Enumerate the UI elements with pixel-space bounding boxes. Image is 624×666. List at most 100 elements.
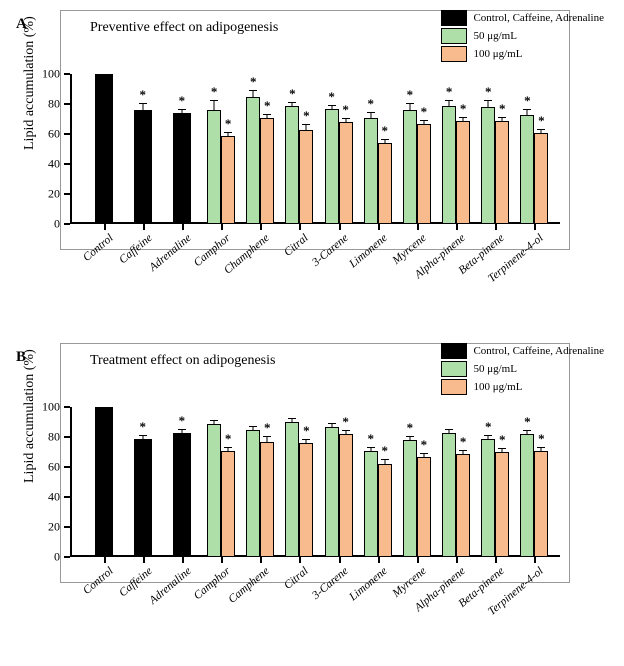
error-bar xyxy=(181,430,182,433)
bar-50 xyxy=(364,118,378,225)
significance-star: * xyxy=(342,414,349,430)
y-tick xyxy=(64,496,70,498)
x-tick xyxy=(456,224,458,230)
legend-item-dose100: 100 μg/mL xyxy=(441,379,604,395)
bar-50 xyxy=(403,110,417,224)
error-bar xyxy=(384,460,385,465)
error-cap xyxy=(342,118,350,119)
x-tick xyxy=(378,557,380,563)
x-tick xyxy=(143,557,145,563)
error-bar xyxy=(463,451,464,454)
bar-single xyxy=(95,407,113,557)
error-cap xyxy=(459,450,467,451)
y-tick-label: 100 xyxy=(42,67,60,82)
bar-100 xyxy=(299,130,313,225)
error-cap xyxy=(445,100,453,101)
y-tick xyxy=(64,163,70,165)
bar-100 xyxy=(378,464,392,557)
error-cap xyxy=(210,100,218,101)
legend-label: Control, Caffeine, Adrenaline xyxy=(473,345,604,357)
y-tick xyxy=(64,436,70,438)
error-bar xyxy=(409,437,410,440)
significance-star: * xyxy=(179,413,186,429)
legend-label: 100 μg/mL xyxy=(473,48,522,60)
x-tick xyxy=(182,224,184,230)
bar-50 xyxy=(481,439,495,558)
error-bar xyxy=(214,101,215,110)
error-bar xyxy=(253,91,254,97)
error-cap xyxy=(420,453,428,454)
error-bar xyxy=(306,440,307,443)
significance-star: * xyxy=(140,419,147,435)
error-bar xyxy=(292,103,293,106)
legend-label: 50 μg/mL xyxy=(473,363,516,375)
panel-b: BTreatment effect on adipogenesisControl… xyxy=(0,333,624,663)
bar-100 xyxy=(339,434,353,557)
y-tick-label: 100 xyxy=(42,400,60,415)
significance-star: * xyxy=(421,104,428,120)
error-cap xyxy=(288,102,296,103)
error-bar xyxy=(306,125,307,130)
error-cap xyxy=(459,117,467,118)
bar-100 xyxy=(339,122,353,224)
bar-single xyxy=(173,113,191,224)
error-cap xyxy=(263,436,271,437)
y-tick-label: 40 xyxy=(48,157,60,172)
error-bar xyxy=(267,437,268,442)
error-bar xyxy=(292,419,293,422)
y-tick xyxy=(64,133,70,135)
bar-100 xyxy=(417,124,431,225)
significance-star: * xyxy=(328,89,335,105)
error-bar xyxy=(502,118,503,121)
bar-50 xyxy=(246,430,260,558)
significance-star: * xyxy=(264,420,271,436)
x-tick xyxy=(339,557,341,563)
error-bar xyxy=(541,448,542,451)
error-cap xyxy=(523,430,531,431)
x-tick xyxy=(182,557,184,563)
legend-swatch-icon xyxy=(441,343,467,359)
error-cap xyxy=(406,103,414,104)
significance-star: * xyxy=(179,93,186,109)
error-cap xyxy=(224,447,232,448)
error-cap xyxy=(498,117,506,118)
error-bar xyxy=(370,448,371,451)
bar-100 xyxy=(417,457,431,558)
legend-item-dose50: 50 μg/mL xyxy=(441,361,604,377)
bar-50 xyxy=(442,433,456,558)
legend: Control, Caffeine, Adrenaline 50 μg/mL 100… xyxy=(441,343,604,397)
plot-area: 020406080100ControlCaffeine*Adrenaline*C… xyxy=(70,74,560,224)
legend-item-dose50: 50 μg/mL xyxy=(441,28,604,44)
x-tick xyxy=(417,557,419,563)
error-cap xyxy=(210,420,218,421)
error-bar xyxy=(463,118,464,121)
y-tick xyxy=(64,103,70,105)
y-tick-label: 0 xyxy=(54,217,60,232)
significance-star: * xyxy=(342,102,349,118)
panel-a: APreventive effect on adipogenesisContro… xyxy=(0,0,624,330)
legend-swatch-icon xyxy=(441,46,467,62)
bar-50 xyxy=(403,440,417,557)
y-axis-label: Lipid accumulation (%) xyxy=(22,349,38,483)
error-cap xyxy=(445,429,453,430)
bar-100 xyxy=(299,443,313,557)
error-cap xyxy=(224,132,232,133)
y-tick-label: 20 xyxy=(48,520,60,535)
significance-star: * xyxy=(421,437,428,453)
error-cap xyxy=(484,100,492,101)
y-tick-label: 20 xyxy=(48,187,60,202)
significance-star: * xyxy=(524,93,531,109)
significance-star: * xyxy=(460,101,467,117)
error-bar xyxy=(527,431,528,434)
error-bar xyxy=(449,101,450,106)
error-cap xyxy=(263,114,271,115)
error-bar xyxy=(488,101,489,107)
legend-label: Control, Caffeine, Adrenaline xyxy=(473,12,604,24)
error-cap xyxy=(139,103,147,104)
bar-100 xyxy=(495,452,509,557)
bar-50 xyxy=(207,110,221,224)
bar-single xyxy=(173,433,191,558)
significance-star: * xyxy=(382,123,389,139)
significance-star: * xyxy=(485,419,492,435)
bar-50 xyxy=(325,427,339,558)
